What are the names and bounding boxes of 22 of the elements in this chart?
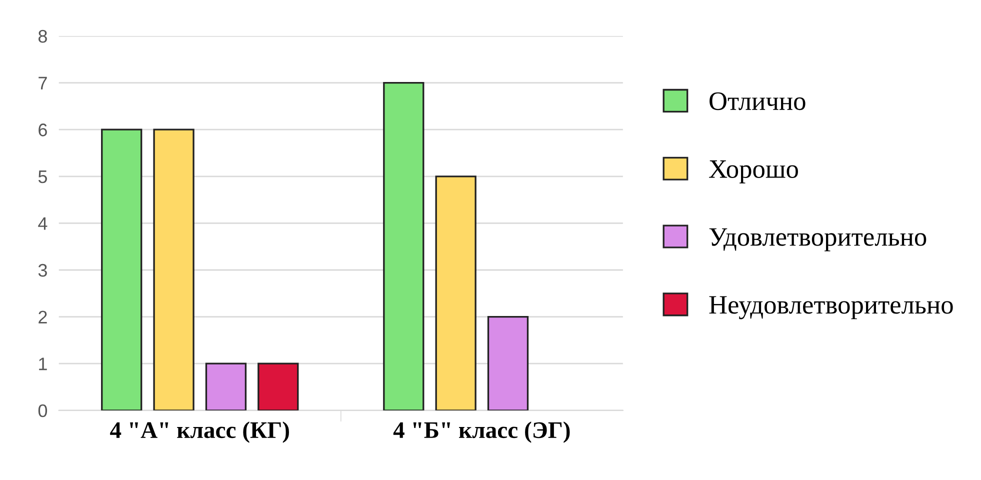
bar bbox=[487, 316, 529, 410]
y-tick-label: 2 bbox=[38, 310, 47, 324]
x-tick-label: 4 "Б" класс (ЭГ) bbox=[393, 422, 570, 443]
y-tick-label: 3 bbox=[38, 264, 47, 277]
y-tick-label: 1 bbox=[39, 358, 47, 370]
bar bbox=[258, 362, 299, 410]
bar bbox=[435, 176, 476, 410]
bar bbox=[153, 128, 194, 410]
y-tick-label: 7 bbox=[38, 76, 47, 90]
y-tick-label: 0 bbox=[38, 404, 48, 418]
x-tick-label: 4 "А" класс (КГ) bbox=[110, 422, 289, 443]
legend-label: Неудовлетворительно bbox=[709, 296, 953, 320]
legend-label: Отлично bbox=[710, 92, 806, 110]
legend-label: Хорошо bbox=[709, 160, 798, 184]
bar bbox=[383, 82, 424, 410]
y-tick-label: 8 bbox=[38, 30, 47, 43]
bar bbox=[205, 362, 247, 410]
bar bbox=[101, 128, 142, 410]
y-tick-label: 6 bbox=[38, 124, 47, 136]
y-tick-label: 4 bbox=[38, 217, 48, 230]
legend-label: Удовлетворительно bbox=[709, 228, 926, 252]
y-tick-label: 5 bbox=[38, 170, 47, 184]
